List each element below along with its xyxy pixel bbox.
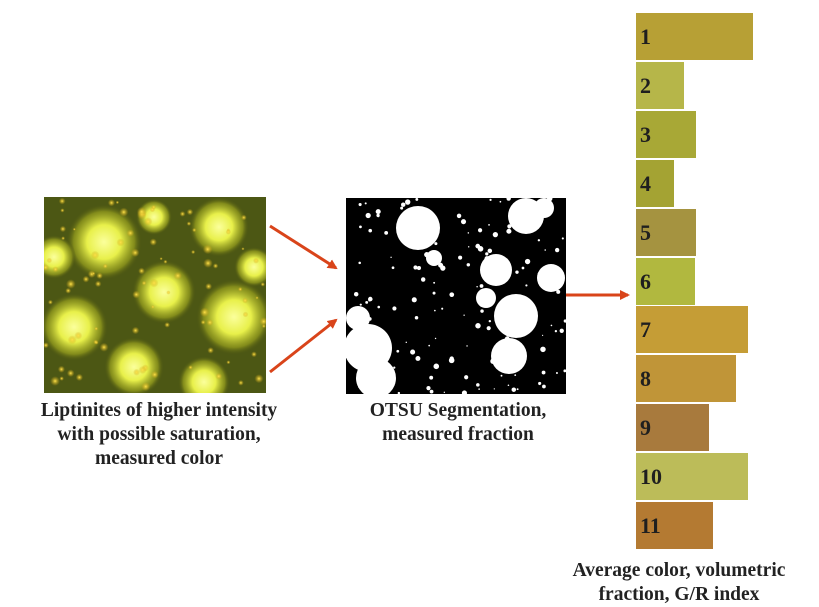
fraction-bar-label-4: 4 [640,170,651,196]
arrow-lower [269,318,338,374]
liptinite-micrograph [44,197,266,393]
fraction-bar-label-8: 8 [640,366,651,392]
fraction-bar-9 [636,404,710,452]
bars-caption-line-2: fraction, G/R index [598,584,760,605]
fraction-bar-6 [636,257,695,305]
fraction-bar-label-1: 1 [640,24,651,49]
fraction-bar-label-7: 7 [640,317,651,343]
fraction-bar-11 [636,502,713,549]
fraction-bar-label-10: 10 [640,464,662,490]
otsu-segmentation-image [346,198,566,394]
arrow-upper [269,224,338,270]
fraction-bar-4 [636,159,674,207]
fraction-bar-label-6: 6 [640,268,651,294]
bars-caption-line-1: Average color, volumetric [572,560,786,581]
fraction-bar-3 [636,110,696,158]
fraction-bar-label-11: 11 [640,513,661,538]
fraction-bar-label-2: 2 [640,72,651,98]
fraction-bar-1 [636,13,754,60]
fraction-bar-5 [636,208,696,256]
segmentation-caption-line-1: OTSU Segmentation, [369,400,547,421]
micrograph-caption: Liptinites of higher intensity with poss… [0,399,318,471]
micrograph-caption-line-1: Liptinites of higher intensity [40,400,278,421]
color-fraction-bars: 1 2 3 4 5 6 7 8 9 10 11 [636,13,761,551]
micrograph-caption-line-3: measured color [95,448,223,469]
fraction-bar-2 [636,61,684,109]
micrograph-caption-line-2: with possible saturation, [57,424,261,445]
bars-caption: Average color, volumetric fraction, G/R … [540,559,818,607]
segmentation-caption: OTSU Segmentation, measured fraction [318,399,598,447]
fraction-bar-7 [636,306,749,354]
fraction-bar-10 [636,453,749,501]
fraction-bar-8 [636,355,737,403]
fraction-bar-label-3: 3 [640,121,651,147]
fraction-bar-label-9: 9 [640,415,651,441]
segmentation-caption-line-2: measured fraction [382,424,534,445]
fraction-bar-label-5: 5 [640,219,651,245]
